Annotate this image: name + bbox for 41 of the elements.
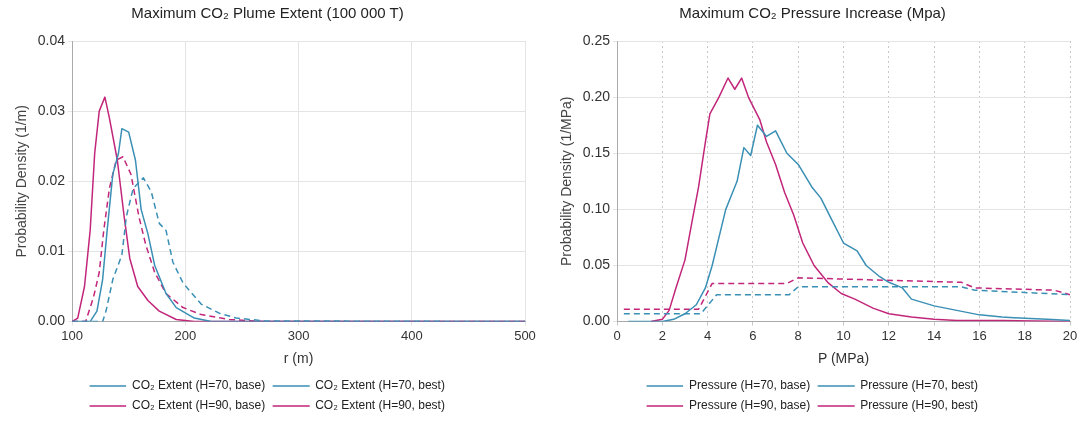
legend-label: CO₂ Extent (H=90, base): [132, 398, 266, 413]
x-tick-label: 300: [287, 327, 310, 343]
x-tick-label: 16: [972, 327, 987, 343]
x-tick-label: 20: [1062, 327, 1078, 343]
x-tick-label: 400: [400, 327, 423, 343]
legend-label: CO₂ Extent (H=70, best): [315, 378, 445, 393]
legend-label: CO₂ Extent (H=70, base): [132, 378, 266, 393]
y-tick-label: 0.20: [582, 87, 611, 104]
y-tick-label: 0.01: [37, 242, 66, 259]
chart-title: Maximum CO₂ Plume Extent (100 000 T): [131, 4, 404, 22]
y-axis-title: Probability Density (1/MPa): [558, 96, 575, 267]
x-tick-label: 6: [749, 327, 757, 343]
legend-label: CO₂ Extent (H=90, best): [315, 398, 445, 413]
x-tick-label: 18: [1017, 327, 1032, 343]
x-tick-label: 4: [704, 327, 712, 343]
chart-title: Maximum CO₂ Pressure Increase (Mpa): [679, 4, 946, 22]
y-tick-label: 0.00: [37, 312, 66, 329]
y-tick-label: 0.00: [582, 312, 611, 329]
x-tick-label: 10: [836, 327, 851, 343]
y-tick-label: 0.03: [37, 102, 66, 119]
x-axis-title: P (MPa): [817, 350, 870, 367]
x-tick-label: 2: [658, 327, 666, 343]
y-tick-label: 0.10: [582, 200, 611, 217]
x-tick-label: 12: [881, 327, 897, 343]
y-axis-title: Probability Density (1/m): [13, 105, 30, 258]
x-tick-label: 100: [61, 327, 83, 343]
y-tick-label: 0.05: [582, 256, 611, 273]
y-tick-label: 0.15: [582, 144, 611, 161]
y-tick-label: 0.25: [582, 31, 611, 48]
y-tick-label: 0.02: [37, 172, 66, 189]
x-tick-label: 500: [514, 327, 536, 343]
x-axis-title: r (m): [283, 350, 314, 367]
x-tick-label: 14: [926, 327, 942, 343]
x-tick-label: 200: [174, 327, 197, 343]
legend-label: Pressure (H=70, base): [689, 378, 811, 393]
legend-label: Pressure (H=90, best): [860, 398, 978, 413]
legend-label: Pressure (H=90, base): [689, 398, 811, 413]
legend-label: Pressure (H=70, best): [860, 378, 978, 393]
y-tick-label: 0.04: [37, 31, 66, 48]
x-tick-label: 0: [613, 327, 621, 343]
x-tick-label: 8: [794, 327, 802, 343]
